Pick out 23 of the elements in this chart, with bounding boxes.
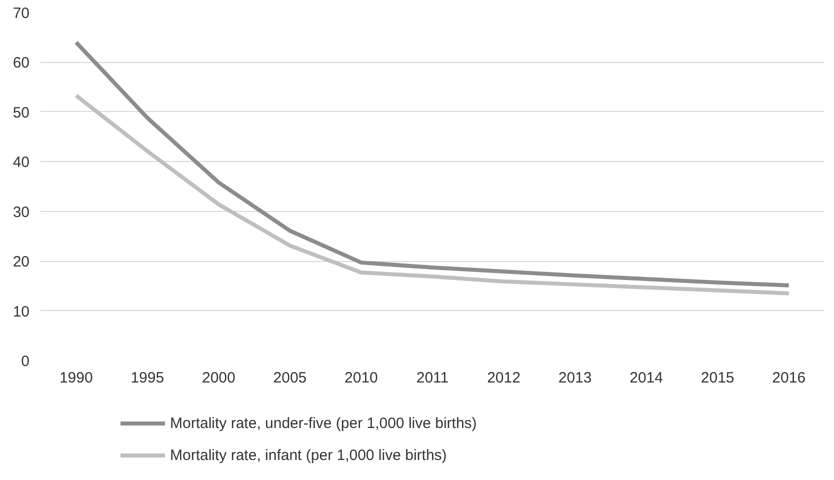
x-tick-label: 2000 — [202, 370, 236, 386]
y-tick-label: 0 — [21, 353, 30, 370]
x-tick-label: 1995 — [130, 370, 164, 386]
y-tick-label: 50 — [12, 104, 30, 122]
y-tick-label: 40 — [12, 154, 30, 172]
y-tick-label: 30 — [12, 204, 30, 221]
x-tick-label: 1990 — [59, 370, 93, 386]
line-series — [74, 40, 791, 288]
y-tick-label: 60 — [12, 54, 30, 72]
x-tick-label: 2013 — [558, 370, 592, 386]
legend-label: Mortality rate, under-five (per 1,000 live births) — [170, 414, 477, 432]
x-tick-label: 2012 — [487, 370, 520, 386]
y-tick-label: 70 — [12, 5, 30, 22]
x-tick-label: 2014 — [630, 370, 664, 386]
y-tick-label: 20 — [12, 254, 30, 271]
legend-label: Mortality rate, infant (per 1,000 live births) — [170, 446, 447, 464]
x-tick-label: 2005 — [273, 370, 307, 386]
y-tick-label: 10 — [12, 303, 30, 320]
x-tick-label: 2010 — [344, 370, 378, 386]
x-tick-label: 2011 — [416, 370, 449, 386]
x-tick-label: 2016 — [772, 370, 806, 386]
line-series — [74, 94, 791, 296]
x-tick-label: 2015 — [700, 370, 734, 386]
